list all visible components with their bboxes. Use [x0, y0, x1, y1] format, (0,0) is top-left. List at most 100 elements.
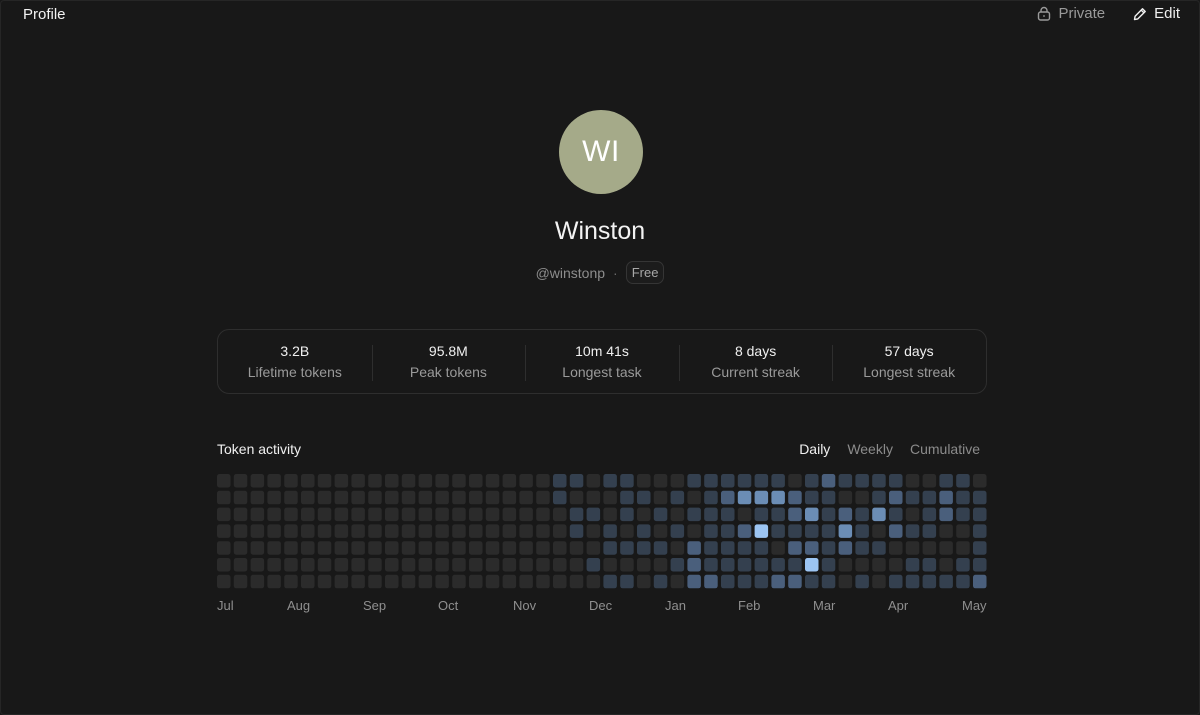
activity-cell[interactable]: [485, 507, 500, 522]
activity-cell[interactable]: [704, 490, 718, 505]
activity-cell[interactable]: [805, 524, 819, 538]
activity-cell[interactable]: [217, 490, 231, 505]
activity-cell[interactable]: [754, 558, 769, 572]
activity-cell[interactable]: [889, 541, 903, 555]
activity-cell[interactable]: [889, 524, 903, 538]
activity-cell[interactable]: [603, 541, 617, 555]
activity-cell[interactable]: [267, 507, 281, 522]
activity-cell[interactable]: [452, 507, 466, 522]
activity-cell[interactable]: [418, 524, 433, 538]
activity-cell[interactable]: [502, 507, 517, 522]
activity-cell[interactable]: [334, 490, 349, 505]
edit-button[interactable]: Edit: [1133, 5, 1180, 22]
activity-cell[interactable]: [586, 558, 601, 572]
activity-cell[interactable]: [872, 507, 886, 522]
activity-cell[interactable]: [922, 574, 937, 589]
activity-cell[interactable]: [704, 558, 718, 572]
activity-cell[interactable]: [821, 558, 836, 572]
tab-cumulative[interactable]: Cumulative: [909, 441, 980, 457]
activity-cell[interactable]: [317, 507, 332, 522]
activity-cell[interactable]: [233, 558, 248, 572]
activity-cell[interactable]: [536, 524, 550, 538]
activity-cell[interactable]: [905, 558, 920, 572]
activity-cell[interactable]: [637, 524, 651, 538]
activity-cell[interactable]: [653, 524, 668, 538]
activity-cell[interactable]: [569, 490, 584, 505]
activity-cell[interactable]: [670, 524, 685, 538]
activity-cell[interactable]: [586, 524, 601, 538]
activity-cell[interactable]: [351, 490, 365, 505]
activity-cell[interactable]: [838, 507, 853, 522]
activity-cell[interactable]: [922, 507, 937, 522]
activity-cell[interactable]: [502, 558, 517, 572]
activity-cell[interactable]: [368, 474, 382, 488]
activity-cell[interactable]: [956, 558, 970, 572]
activity-cell[interactable]: [284, 524, 298, 538]
activity-cell[interactable]: [805, 490, 819, 505]
activity-cell[interactable]: [485, 524, 500, 538]
activity-cell[interactable]: [805, 507, 819, 522]
activity-cell[interactable]: [267, 574, 281, 589]
activity-cell[interactable]: [385, 558, 399, 572]
activity-cell[interactable]: [637, 474, 651, 488]
activity-cell[interactable]: [418, 474, 433, 488]
activity-cell[interactable]: [452, 474, 466, 488]
activity-cell[interactable]: [553, 507, 567, 522]
activity-cell[interactable]: [418, 574, 433, 589]
activity-cell[interactable]: [788, 541, 802, 555]
activity-cell[interactable]: [284, 490, 298, 505]
activity-cell[interactable]: [351, 507, 365, 522]
activity-cell[interactable]: [653, 474, 668, 488]
activity-cell[interactable]: [889, 507, 903, 522]
activity-cell[interactable]: [334, 474, 349, 488]
activity-cell[interactable]: [586, 474, 601, 488]
activity-cell[interactable]: [368, 558, 382, 572]
activity-cell[interactable]: [922, 474, 937, 488]
activity-cell[interactable]: [351, 558, 365, 572]
activity-cell[interactable]: [502, 574, 517, 589]
activity-cell[interactable]: [838, 558, 853, 572]
activity-cell[interactable]: [401, 541, 416, 555]
activity-cell[interactable]: [821, 490, 836, 505]
activity-cell[interactable]: [687, 507, 701, 522]
activity-cell[interactable]: [485, 474, 500, 488]
activity-cell[interactable]: [267, 474, 281, 488]
activity-cell[interactable]: [351, 541, 365, 555]
activity-cell[interactable]: [368, 541, 382, 555]
activity-cell[interactable]: [401, 524, 416, 538]
activity-cell[interactable]: [536, 574, 550, 589]
activity-cell[interactable]: [670, 474, 685, 488]
activity-cell[interactable]: [872, 524, 886, 538]
activity-cell[interactable]: [553, 490, 567, 505]
activity-cell[interactable]: [418, 558, 433, 572]
activity-cell[interactable]: [838, 574, 853, 589]
activity-cell[interactable]: [284, 507, 298, 522]
activity-cell[interactable]: [301, 524, 315, 538]
activity-cell[interactable]: [939, 507, 953, 522]
activity-cell[interactable]: [502, 490, 517, 505]
activity-cell[interactable]: [670, 558, 685, 572]
activity-cell[interactable]: [452, 541, 466, 555]
activity-cell[interactable]: [737, 524, 752, 538]
activity-cell[interactable]: [704, 524, 718, 538]
activity-cell[interactable]: [973, 541, 987, 555]
activity-cell[interactable]: [519, 558, 533, 572]
activity-cell[interactable]: [435, 541, 449, 555]
activity-cell[interactable]: [385, 507, 399, 522]
activity-cell[interactable]: [435, 574, 449, 589]
activity-cell[interactable]: [905, 541, 920, 555]
activity-cell[interactable]: [334, 524, 349, 538]
activity-cell[interactable]: [267, 558, 281, 572]
activity-cell[interactable]: [737, 558, 752, 572]
activity-cell[interactable]: [771, 507, 785, 522]
activity-cell[interactable]: [905, 490, 920, 505]
activity-cell[interactable]: [301, 541, 315, 555]
activity-cell[interactable]: [418, 507, 433, 522]
activity-cell[interactable]: [620, 490, 634, 505]
activity-cell[interactable]: [821, 524, 836, 538]
activity-cell[interactable]: [502, 474, 517, 488]
activity-cell[interactable]: [250, 541, 265, 555]
activity-cell[interactable]: [939, 541, 953, 555]
activity-cell[interactable]: [385, 541, 399, 555]
activity-cell[interactable]: [586, 490, 601, 505]
